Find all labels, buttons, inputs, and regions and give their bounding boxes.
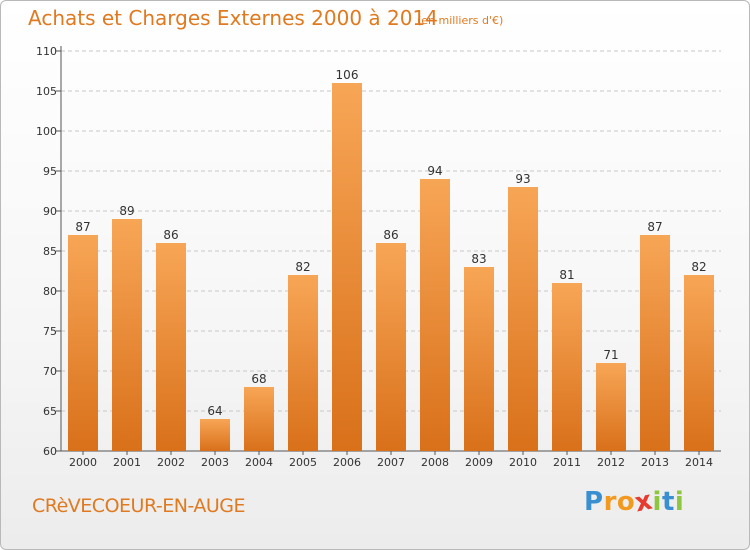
bar <box>420 179 450 451</box>
x-tick-label: 2002 <box>157 456 185 469</box>
logo-letter: t <box>661 487 675 517</box>
place-name: CRèVECOEUR-EN-AUGE <box>32 495 246 517</box>
y-tick-label: 110 <box>36 45 57 58</box>
x-tick-label: 2005 <box>289 456 317 469</box>
y-tick-labels: 60 65 70 75 80 85 90 95 100 105 110 <box>36 45 57 458</box>
bar-value-label: 83 <box>471 252 486 266</box>
x-tick-label: 2013 <box>641 456 669 469</box>
x-tick-labels: 2000 2001 2002 2003 2004 2005 2006 2007 2008 2009… <box>69 456 713 469</box>
bar <box>200 419 230 451</box>
y-tick-label: 105 <box>36 85 57 98</box>
bar-value-label: 86 <box>383 228 398 242</box>
y-tick-label: 60 <box>43 445 57 458</box>
bar <box>156 243 186 451</box>
bar-value-label: 82 <box>295 260 310 274</box>
x-tick-label: 2000 <box>69 456 97 469</box>
y-tick-label: 70 <box>43 365 57 378</box>
logo-letter: P <box>584 487 604 517</box>
y-tick-label: 90 <box>43 205 57 218</box>
bar <box>684 275 714 451</box>
bars <box>68 83 714 451</box>
bar-value-label: 87 <box>75 220 90 234</box>
y-tick-label: 75 <box>43 325 57 338</box>
bar-value-label: 106 <box>336 68 359 82</box>
bar-value-label: 86 <box>163 228 178 242</box>
x-tick-label: 2006 <box>333 456 361 469</box>
bar <box>376 243 406 451</box>
bar-value-label: 81 <box>559 268 574 282</box>
bar-value-label: 89 <box>119 204 134 218</box>
bar-value-label: 94 <box>427 164 442 178</box>
y-tick-label: 65 <box>43 405 57 418</box>
y-tick-label: 85 <box>43 245 57 258</box>
x-tick-label: 2009 <box>465 456 493 469</box>
y-tick-label: 100 <box>36 125 57 138</box>
logo-letter: i <box>674 487 685 517</box>
bar <box>508 187 538 451</box>
bar <box>332 83 362 451</box>
y-tick-label: 95 <box>43 165 57 178</box>
x-tick-label: 2003 <box>201 456 229 469</box>
bar <box>68 235 98 451</box>
bar <box>244 387 274 451</box>
x-tick-label: 2008 <box>421 456 449 469</box>
y-tick-label: 80 <box>43 285 57 298</box>
x-tick-label: 2011 <box>553 456 581 469</box>
x-tick-label: 2004 <box>245 456 273 469</box>
bar-value-label: 87 <box>647 220 662 234</box>
x-tick-label: 2001 <box>113 456 141 469</box>
bar <box>552 283 582 451</box>
bar-value-label: 82 <box>691 260 706 274</box>
chart-unit: (en milliers d'€) <box>417 14 504 27</box>
bar-value-label: 93 <box>515 172 530 186</box>
bar <box>464 267 494 451</box>
bar <box>640 235 670 451</box>
logo-letter: i <box>652 487 662 517</box>
bar <box>596 363 626 451</box>
bar <box>288 275 318 451</box>
bar-value-label: 68 <box>251 372 266 386</box>
logo-letter: o <box>616 487 636 517</box>
x-tick-label: 2014 <box>685 456 713 469</box>
bar <box>112 219 142 451</box>
proxiti-logo[interactable]: Proxiti <box>584 486 685 519</box>
bar-value-label: 71 <box>603 348 618 362</box>
chart-title: Achats et Charges Externes 2000 à 2014 <box>28 6 438 30</box>
x-tick-label: 2007 <box>377 456 405 469</box>
bar-value-label: 64 <box>207 404 222 418</box>
x-tick-label: 2012 <box>597 456 625 469</box>
logo-letter: r <box>603 487 617 517</box>
value-labels: 87 89 86 64 68 82 106 86 94 83 93 81 71 87 82 <box>75 68 706 418</box>
x-tick-label: 2010 <box>509 456 537 469</box>
